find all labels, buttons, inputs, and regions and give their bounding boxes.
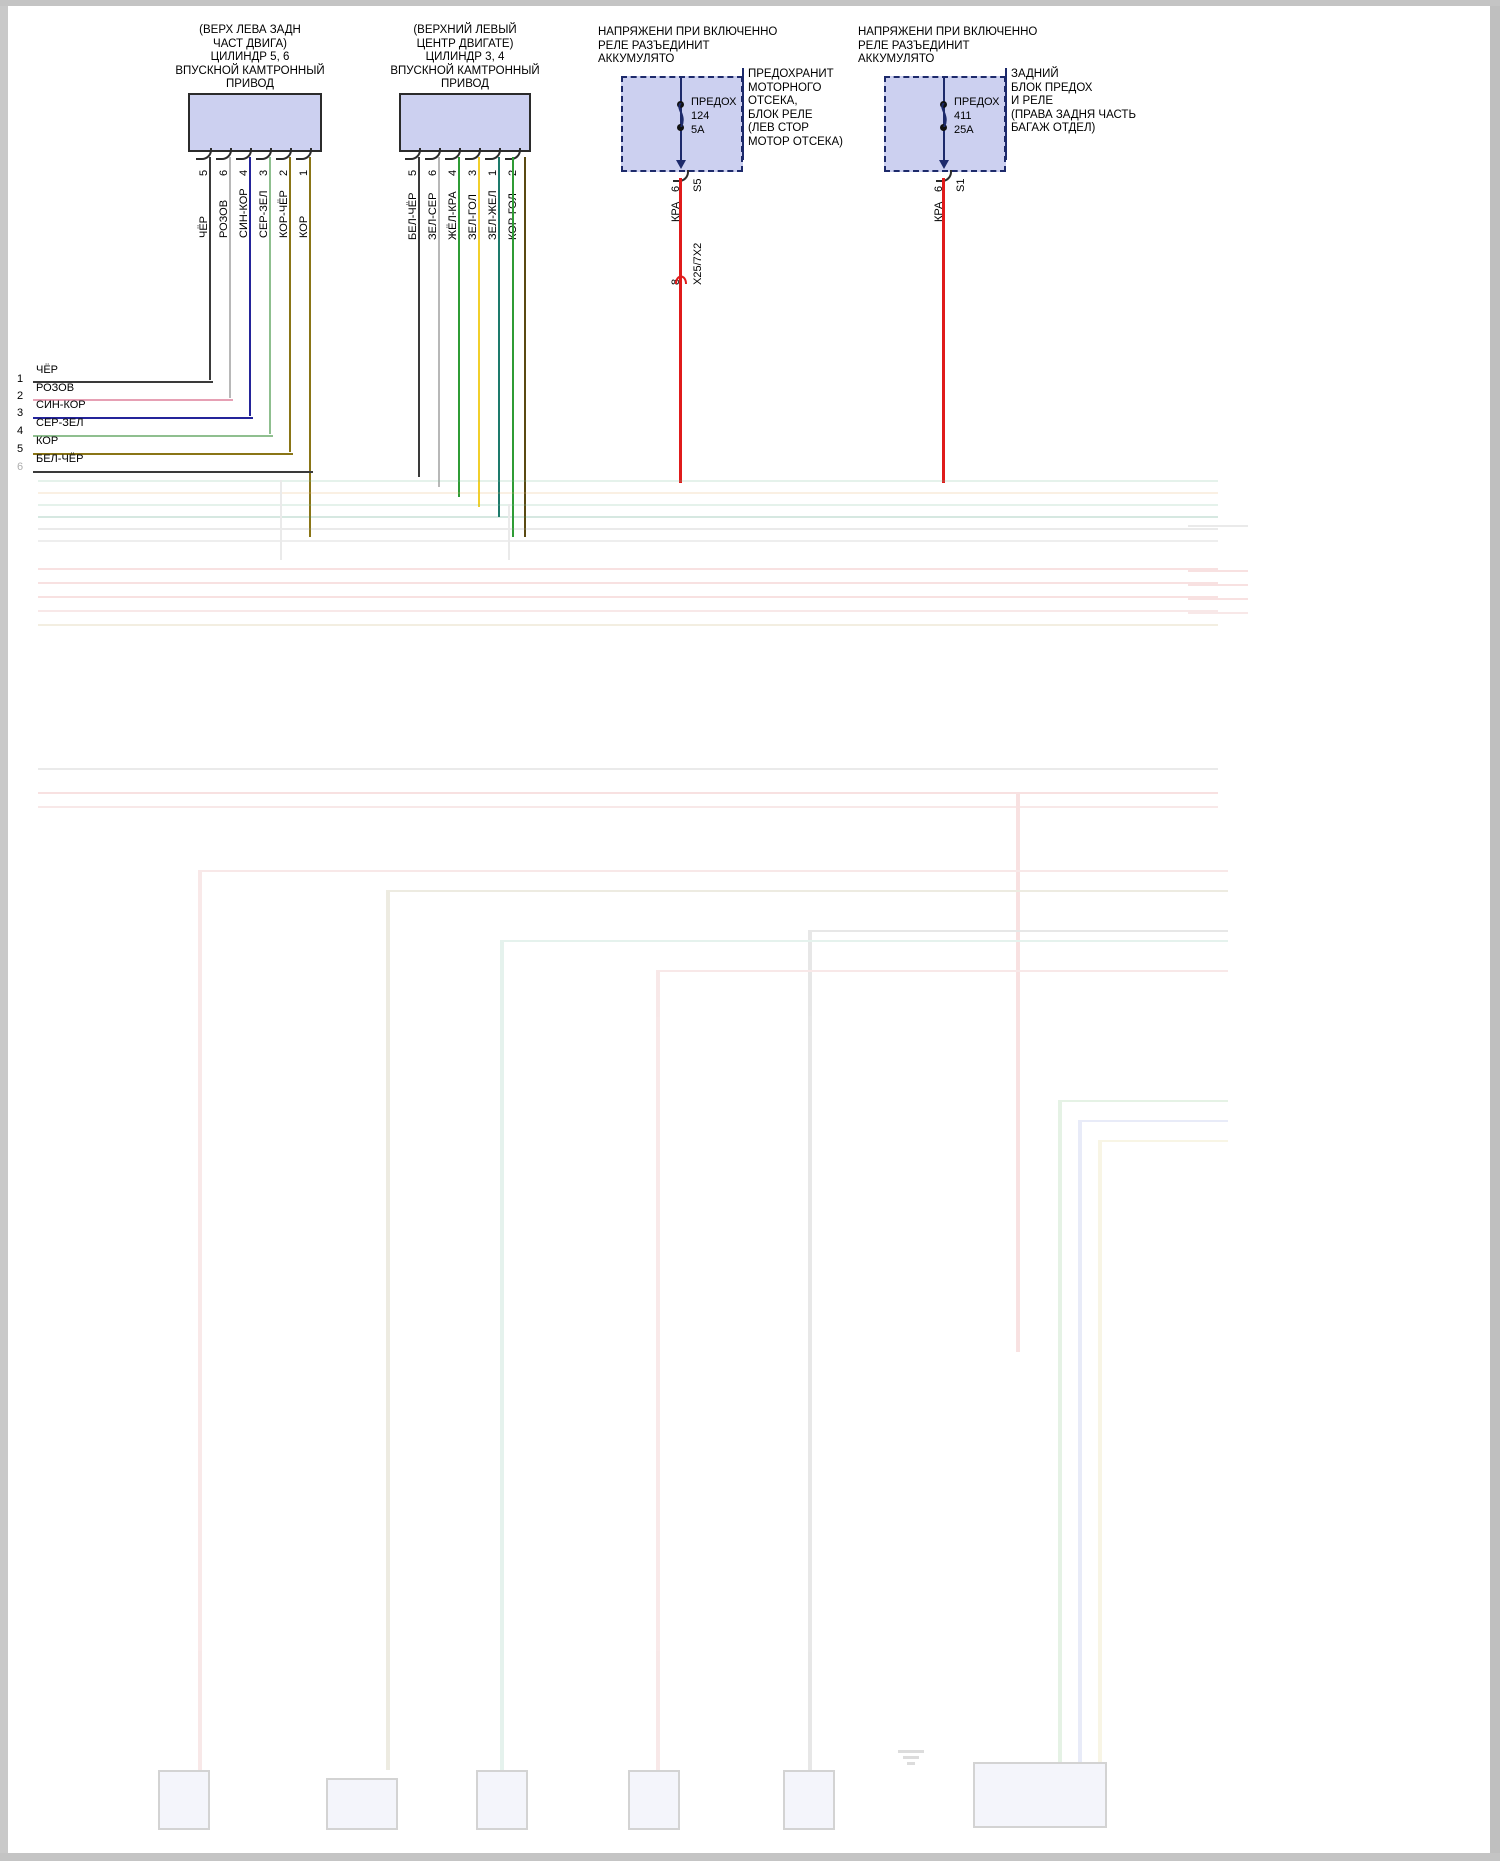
fuse-output-arrow bbox=[676, 160, 686, 169]
left-pin-wire bbox=[33, 381, 213, 383]
left-pin-wire bbox=[33, 435, 273, 437]
splice-label-124: X25/7X2 bbox=[692, 242, 704, 285]
connector-hook bbox=[236, 148, 252, 160]
fuse-note-bracket bbox=[1005, 68, 1007, 160]
scan-edge-right bbox=[1490, 0, 1500, 1861]
wire-blue bbox=[249, 157, 251, 416]
left-pin-label: БЕЛ-ЧЁР bbox=[36, 453, 84, 465]
left-pin-number: 2 bbox=[17, 390, 24, 402]
connector-hook bbox=[216, 148, 232, 160]
fuse-header-411: НАПРЯЖЕНИ ПРИ ВКЛЮЧЕННО РЕЛЕ РАЗЪЕДИНИТ … bbox=[858, 26, 1038, 66]
fuse-header-124: НАПРЯЖЕНИ ПРИ ВКЛЮЧЕННО РЕЛЕ РАЗЪЕДИНИТ … bbox=[598, 26, 778, 66]
left-pin-wire bbox=[33, 471, 313, 473]
left-pin-number: 4 bbox=[17, 425, 24, 437]
splice-symbol-icon bbox=[675, 275, 687, 285]
fuse-side-note-124: ПРЕДОХРАНИТ МОТОРНОГО ОТСЕКА, БЛОК РЕЛЕ … bbox=[748, 68, 843, 148]
left-pin-label: ЧЁР bbox=[36, 364, 59, 376]
fuse-terminal-dot bbox=[677, 124, 684, 131]
connector-hook bbox=[196, 148, 212, 160]
left-pin-label: СЕР-ЗЕЛ bbox=[36, 417, 84, 429]
fuse-output-arrow bbox=[939, 160, 949, 169]
power-wire-411 bbox=[942, 178, 945, 483]
fuse-out-terminal-411: S1 bbox=[955, 178, 967, 192]
left-pin-number: 3 bbox=[17, 407, 24, 419]
component-caption-intake-cam-34: (ВЕРХНИЙ ЛЕВЫЙ ЦЕНТР ДВИГАТЕ) ЦИЛИНДР 3,… bbox=[390, 24, 540, 91]
connector-hook bbox=[445, 148, 461, 160]
fuse-internal-wire bbox=[680, 76, 682, 162]
connector-hook bbox=[465, 148, 481, 160]
fuse-label-124: ПРЕДОХ bbox=[691, 96, 737, 108]
component-box-intake-cam-34[interactable] bbox=[399, 93, 531, 152]
wire-green bbox=[269, 157, 271, 434]
left-pin-number: 6 bbox=[17, 461, 24, 473]
component-box-intake-cam-56[interactable] bbox=[188, 93, 322, 152]
wire-gray bbox=[438, 157, 440, 487]
left-pin-label: КОР bbox=[36, 435, 59, 447]
connector-hook bbox=[485, 148, 501, 160]
wire-teal bbox=[498, 157, 500, 517]
power-wire-124 bbox=[679, 178, 682, 483]
wire-olive bbox=[289, 157, 291, 452]
fuse-note-bracket bbox=[742, 68, 744, 160]
diagram-sheet bbox=[8, 6, 1490, 1853]
fuse-squiggle-icon bbox=[941, 103, 947, 127]
connector-hook bbox=[276, 148, 292, 160]
left-pin-wire bbox=[33, 399, 233, 401]
wire-green bbox=[458, 157, 460, 497]
fuse-squiggle-icon bbox=[678, 103, 684, 127]
left-pin-wire bbox=[33, 417, 253, 419]
fuse-number-124: 124 bbox=[691, 110, 710, 122]
scan-edge-bottom bbox=[0, 1853, 1500, 1861]
wire-yellow bbox=[478, 157, 480, 507]
fuse-rating-124: 5A bbox=[691, 124, 705, 136]
fuse-label-411: ПРЕДОХ bbox=[954, 96, 1000, 108]
connector-hook bbox=[256, 148, 272, 160]
scan-edge-left bbox=[0, 0, 8, 1861]
left-pin-wire bbox=[33, 453, 293, 455]
scan-edge-top bbox=[0, 0, 1500, 6]
wire-olive-2 bbox=[309, 157, 311, 537]
wire-black bbox=[418, 157, 420, 477]
left-pin-number: 1 bbox=[17, 373, 24, 385]
fuse-terminal-dot bbox=[940, 124, 947, 131]
fuse-rating-411: 25A bbox=[954, 124, 974, 136]
wire-brown bbox=[524, 157, 526, 537]
left-pin-label: СИН-КОР bbox=[36, 399, 86, 411]
wire-green2 bbox=[512, 157, 514, 537]
fuse-number-411: 411 bbox=[954, 110, 972, 122]
wire-black bbox=[209, 157, 211, 380]
wire-pink-gray bbox=[229, 157, 231, 398]
faded-diagram-region bbox=[8, 470, 1490, 1855]
left-pin-number: 5 bbox=[17, 443, 24, 455]
connector-hook bbox=[296, 148, 312, 160]
fuse-internal-wire bbox=[943, 76, 945, 162]
left-pin-label: РОЗОВ bbox=[36, 382, 75, 394]
connector-hook bbox=[425, 148, 441, 160]
connector-hook bbox=[405, 148, 421, 160]
component-caption-intake-cam-56: (ВЕРХ ЛЕВА ЗАДН ЧАСТ ДВИГА) ЦИЛИНДР 5, 6… bbox=[175, 24, 325, 91]
fuse-out-terminal-124: S5 bbox=[692, 178, 704, 192]
fuse-side-note-411: ЗАДНИЙ БЛОК ПРЕДОХ И РЕЛЕ (ПРАВА ЗАДНЯ Ч… bbox=[1011, 68, 1136, 135]
